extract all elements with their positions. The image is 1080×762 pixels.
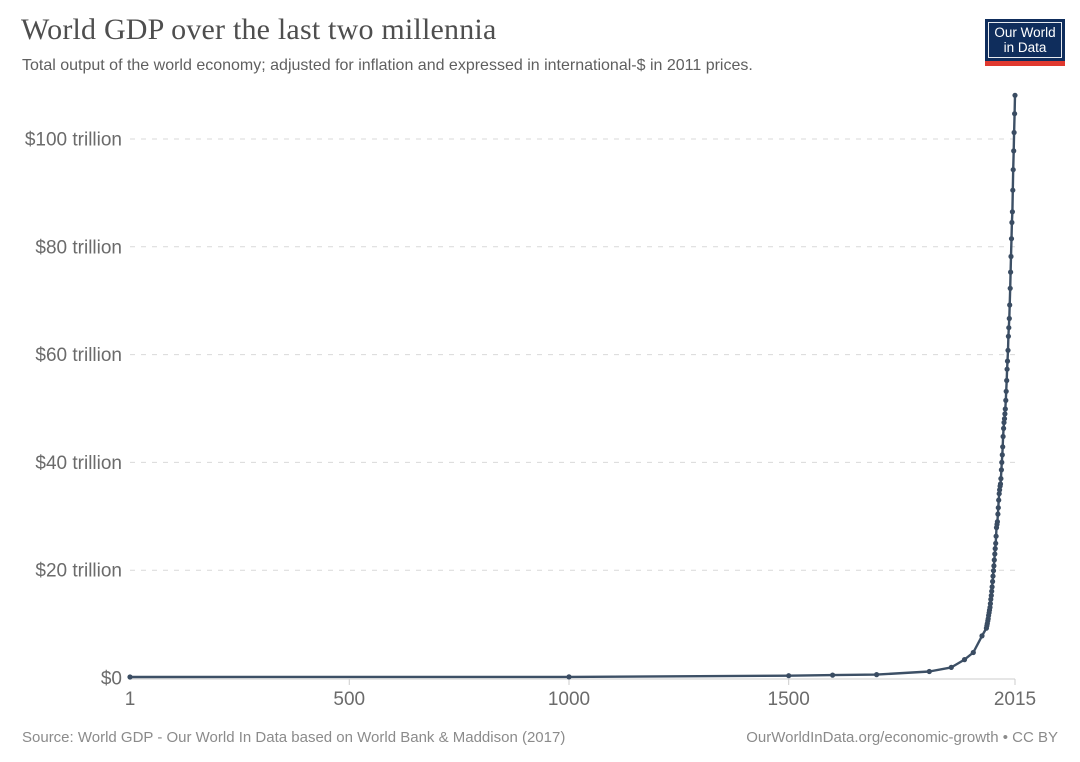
attribution-link[interactable]: OurWorldInData.org/economic-growth • CC … <box>746 729 1058 746</box>
data-point[interactable] <box>987 601 994 607</box>
data-point[interactable] <box>994 519 1001 525</box>
data-point[interactable] <box>1000 433 1006 440</box>
data-point[interactable] <box>990 568 997 574</box>
data-point[interactable] <box>1000 444 1006 450</box>
data-point[interactable] <box>979 633 985 639</box>
y-axis-label: $0 <box>101 669 122 690</box>
chart-subtitle: Total output of the world economy; adjus… <box>22 57 753 74</box>
data-point[interactable] <box>990 573 996 579</box>
data-point[interactable] <box>998 476 1004 482</box>
data-point[interactable] <box>991 563 997 569</box>
data-point[interactable] <box>1004 366 1010 372</box>
y-axis-label: $40 trillion <box>35 453 122 474</box>
data-point[interactable] <box>1004 358 1011 364</box>
data-point[interactable] <box>988 596 994 602</box>
data-point[interactable] <box>988 592 994 599</box>
owid-logo-text-line1: Our World <box>994 25 1056 40</box>
data-point[interactable] <box>998 467 1005 473</box>
data-point[interactable] <box>999 452 1005 458</box>
x-axis: 1 500 1000 1500 2015 <box>125 678 1036 710</box>
data-point[interactable] <box>1011 148 1017 154</box>
data-point[interactable] <box>1006 325 1012 331</box>
data-point[interactable] <box>1011 129 1017 136</box>
data-point[interactable] <box>992 546 998 552</box>
data-point[interactable] <box>1001 419 1007 426</box>
y-axis-labels: $0 $20 trillion $40 trillion $60 trillion $8… <box>25 130 122 690</box>
data-point[interactable] <box>987 604 993 611</box>
owid-logo-box: Our World in Data <box>985 19 1065 61</box>
data-point[interactable] <box>1001 416 1008 422</box>
data-series <box>127 92 1018 680</box>
y-axis-label: $20 trillion <box>35 561 122 582</box>
y-axis-label: $60 trillion <box>35 345 122 366</box>
data-point[interactable] <box>1006 315 1012 322</box>
owid-logo-text-line2: in Data <box>1003 40 1047 55</box>
data-point[interactable] <box>948 664 954 671</box>
data-point[interactable] <box>1004 377 1010 384</box>
data-point[interactable] <box>989 584 995 590</box>
x-axis-label: 500 <box>333 689 365 710</box>
data-point[interactable] <box>995 505 1001 511</box>
data-point[interactable] <box>1012 92 1018 98</box>
data-point[interactable] <box>1005 347 1011 353</box>
data-point[interactable] <box>1007 285 1013 291</box>
y-axis-label: $80 trillion <box>35 237 122 258</box>
data-point[interactable] <box>1009 209 1016 215</box>
owid-logo-red-stripe <box>985 61 1065 66</box>
owid-logo-frame: Our World in Data <box>988 22 1062 58</box>
data-point[interactable] <box>995 511 1001 517</box>
owid-logo[interactable]: Our World in Data <box>985 19 1065 66</box>
x-axis-label: 1 <box>125 689 136 710</box>
data-point[interactable] <box>1008 269 1014 275</box>
gdp-line[interactable] <box>128 94 1017 679</box>
data-point[interactable] <box>996 497 1002 503</box>
data-point[interactable] <box>999 459 1005 465</box>
data-point[interactable] <box>1008 236 1015 242</box>
data-point[interactable] <box>996 491 1002 497</box>
data-point[interactable] <box>1009 219 1015 226</box>
chart-title: World GDP over the last two millennia <box>21 13 497 46</box>
data-point[interactable] <box>127 674 133 680</box>
data-point[interactable] <box>970 649 976 656</box>
data-point[interactable] <box>997 481 1004 487</box>
data-point[interactable] <box>997 487 1003 493</box>
data-point[interactable] <box>989 588 995 594</box>
data-point[interactable] <box>830 672 836 678</box>
gridlines <box>130 138 1015 571</box>
data-point[interactable] <box>1008 253 1014 260</box>
data-point[interactable] <box>926 668 932 675</box>
data-point[interactable] <box>961 657 968 663</box>
chart-footer: Source: World GDP - Our World In Data ba… <box>22 729 1058 746</box>
data-point[interactable] <box>874 672 880 678</box>
data-point[interactable] <box>1002 411 1008 417</box>
y-axis-label: $100 trillion <box>25 130 122 151</box>
source-note: Source: World GDP - Our World In Data ba… <box>22 729 566 746</box>
data-point[interactable] <box>1005 333 1012 339</box>
data-point[interactable] <box>992 551 998 557</box>
data-point[interactable] <box>1012 111 1018 117</box>
data-point[interactable] <box>1010 187 1016 193</box>
data-point[interactable] <box>1002 406 1008 412</box>
x-axis-label: 1000 <box>548 689 590 710</box>
data-point[interactable] <box>786 673 792 679</box>
data-point[interactable] <box>993 540 999 546</box>
data-point[interactable] <box>990 578 996 585</box>
data-point[interactable] <box>566 674 572 680</box>
x-axis-label: 2015 <box>994 689 1036 710</box>
x-axis-label: 1500 <box>768 689 810 710</box>
data-point[interactable] <box>991 557 997 563</box>
data-point[interactable] <box>1007 302 1013 308</box>
data-point[interactable] <box>993 533 999 539</box>
data-point[interactable] <box>1003 388 1009 394</box>
data-point[interactable] <box>1010 167 1016 173</box>
data-point[interactable] <box>1001 425 1007 431</box>
data-point[interactable] <box>1003 397 1009 403</box>
